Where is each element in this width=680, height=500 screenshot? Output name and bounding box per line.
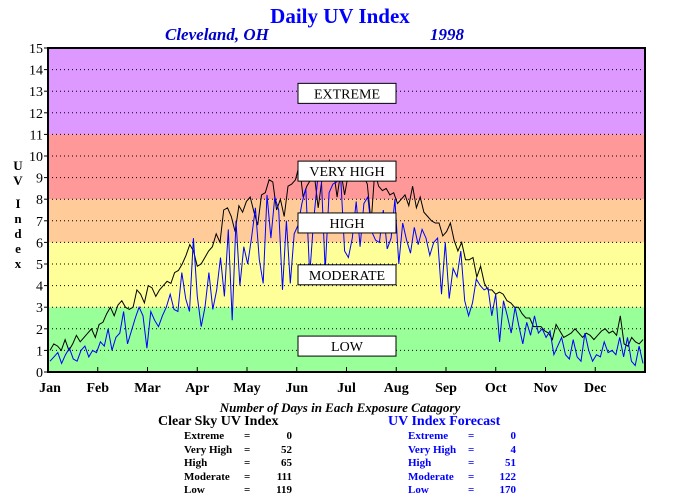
stat-equals: = — [244, 457, 251, 469]
y-tick-label: 2 — [36, 323, 43, 338]
x-tick-label: Nov — [533, 381, 557, 396]
stat-row: Low = 119 — [184, 484, 292, 496]
x-tick-label: Apr — [185, 381, 209, 396]
stat-row: Extreme = 0 — [408, 430, 516, 442]
forecast-heading: UV Index Forecast — [388, 414, 501, 429]
band-label-box — [297, 264, 397, 286]
x-tick-label: Feb — [86, 381, 109, 396]
stat-equals: = — [468, 470, 475, 483]
stat-equals: = — [244, 430, 251, 442]
stat-label: Extreme — [184, 430, 225, 442]
stat-label: High — [408, 457, 432, 469]
x-tick-label: Jan — [39, 381, 61, 396]
stat-value: 170 — [499, 484, 517, 496]
stats-title: Number of Days in Each Exposure Catagory — [219, 400, 461, 415]
stat-label: Very High — [408, 443, 457, 456]
x-tick-label: Dec — [584, 381, 607, 396]
stat-label: High — [184, 457, 208, 469]
stat-value: 122 — [499, 470, 517, 483]
band-label-text: LOW — [331, 340, 364, 355]
stat-value: 111 — [276, 470, 292, 483]
x-tick-label: Mar — [134, 381, 160, 396]
stat-row: Very High = 52 — [184, 444, 292, 456]
stat-row: Moderate = 122 — [408, 471, 516, 483]
x-tick-label: Aug — [384, 381, 409, 396]
stat-equals: = — [244, 484, 251, 496]
series-forecast-line — [49, 176, 644, 367]
y-tick-label: 0 — [36, 366, 43, 381]
chart-title: Daily UV Index — [270, 4, 410, 28]
band-label-text: HIGH — [330, 217, 365, 232]
band-label-very-high: VERY HIGH — [297, 160, 397, 182]
stat-value: 52 — [281, 443, 292, 456]
x-tick-label: Jun — [285, 381, 308, 396]
stat-label: Moderate — [408, 470, 454, 483]
band-label-moderate: MODERATE — [297, 264, 397, 286]
stat-value: 4 — [510, 443, 517, 456]
y-tick-label: 13 — [29, 85, 43, 100]
location-label: Cleveland, OH — [165, 25, 269, 44]
stat-equals: = — [468, 457, 475, 469]
band-label-text: VERY HIGH — [309, 165, 384, 180]
year-label: 1998 — [430, 25, 464, 44]
stat-label: Low — [408, 484, 429, 496]
y-tick-label: 7 — [36, 215, 43, 230]
band-label-text: MODERATE — [309, 269, 385, 284]
band-label-extreme: EXTREME — [297, 82, 397, 104]
y-tick-label: 5 — [36, 258, 43, 273]
band-label-box — [297, 160, 397, 182]
stat-equals: = — [468, 484, 475, 496]
y-axis-label-char: x — [15, 256, 22, 271]
y-tick-label: 6 — [36, 236, 43, 251]
y-axis-label-char: I — [15, 196, 20, 211]
stat-row: Moderate = 111 — [184, 471, 292, 483]
series-clear-sky-line — [49, 158, 644, 352]
y-tick-label: 12 — [29, 107, 43, 122]
stat-row: High = 51 — [408, 457, 516, 469]
x-tick-label: Jul — [337, 381, 356, 396]
band-label-box — [297, 82, 397, 104]
stat-equals: = — [244, 470, 251, 483]
stat-row: Low = 170 — [408, 484, 516, 496]
stat-value: 65 — [281, 457, 292, 469]
y-axis-label-char: n — [14, 211, 22, 226]
stat-row: Extreme = 0 — [184, 430, 292, 442]
y-axis-label-char: U — [13, 158, 23, 173]
y-tick-label: 9 — [36, 172, 43, 187]
stat-row: High = 65 — [184, 457, 292, 469]
band-label-high: HIGH — [297, 212, 397, 234]
band-label-text: EXTREME — [314, 87, 380, 102]
x-tick-label: May — [233, 381, 260, 396]
stat-value: 0 — [286, 430, 293, 442]
stat-value: 0 — [510, 430, 517, 442]
clear-sky-heading: Clear Sky UV Index — [158, 414, 279, 429]
stat-row: Very High = 4 — [408, 444, 516, 456]
stat-label: Moderate — [184, 470, 230, 483]
y-tick-label: 4 — [36, 280, 43, 295]
stat-equals: = — [468, 430, 475, 442]
y-tick-label: 14 — [29, 64, 43, 79]
x-tick-label: Oct — [485, 381, 507, 396]
y-tick-label: 15 — [29, 42, 43, 57]
stat-equals: = — [468, 443, 475, 456]
band-label-box — [297, 335, 397, 357]
y-tick-label: 11 — [30, 128, 43, 143]
y-tick-label: 3 — [36, 301, 43, 316]
stat-value: 51 — [505, 457, 516, 469]
y-axis-label-char: e — [15, 241, 21, 256]
stat-equals: = — [244, 443, 251, 456]
stat-label: Very High — [184, 443, 233, 456]
y-tick-label: 1 — [36, 344, 43, 359]
y-tick-label: 8 — [36, 193, 43, 208]
x-tick-label: Sep — [435, 381, 457, 396]
y-tick-label: 10 — [29, 150, 43, 165]
stat-label: Low — [184, 484, 205, 496]
band-label-low: LOW — [297, 335, 397, 357]
stat-value: 119 — [276, 484, 292, 496]
stat-label: Extreme — [408, 430, 449, 442]
y-axis-label-char: d — [14, 226, 22, 241]
band-label-box — [297, 212, 397, 234]
y-axis-label-char: V — [13, 173, 23, 188]
